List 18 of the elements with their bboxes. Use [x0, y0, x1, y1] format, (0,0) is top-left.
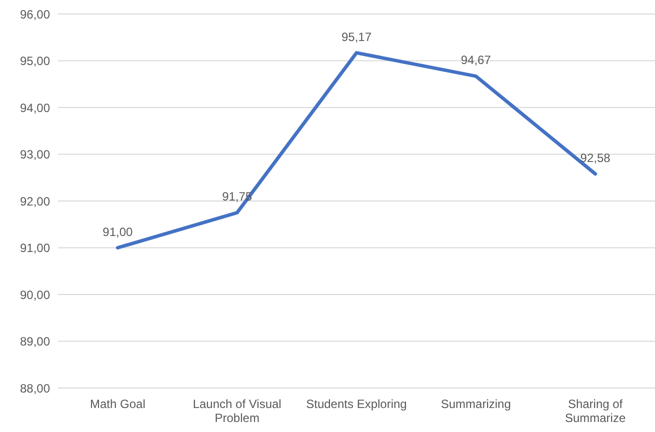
- y-tick-label: 95,00: [20, 54, 50, 68]
- data-label: 91,00: [102, 224, 134, 239]
- y-tick-label: 89,00: [20, 334, 50, 349]
- data-label: 94,67: [460, 53, 492, 68]
- x-tick-label: Launch of Visual Problem: [192, 397, 282, 425]
- y-tick-label: 88,00: [20, 381, 50, 396]
- x-tick-label: Math Goal: [90, 397, 146, 411]
- y-tick-label: 93,00: [20, 148, 50, 162]
- data-label: 92,58: [580, 150, 611, 165]
- y-tick-label: 91,00: [20, 241, 50, 256]
- y-tick-label: 92,00: [20, 194, 50, 208]
- y-tick-label: 90,00: [20, 288, 50, 302]
- y-tick-label: 96,00: [20, 7, 50, 22]
- x-tick-label: Students Exploring: [306, 397, 407, 411]
- y-tick-label: 94,00: [20, 100, 50, 115]
- x-tick-label: Sharing of Summarize: [564, 397, 626, 425]
- data-label: 95,17: [341, 30, 372, 44]
- x-tick-label: Summarizing: [440, 397, 511, 411]
